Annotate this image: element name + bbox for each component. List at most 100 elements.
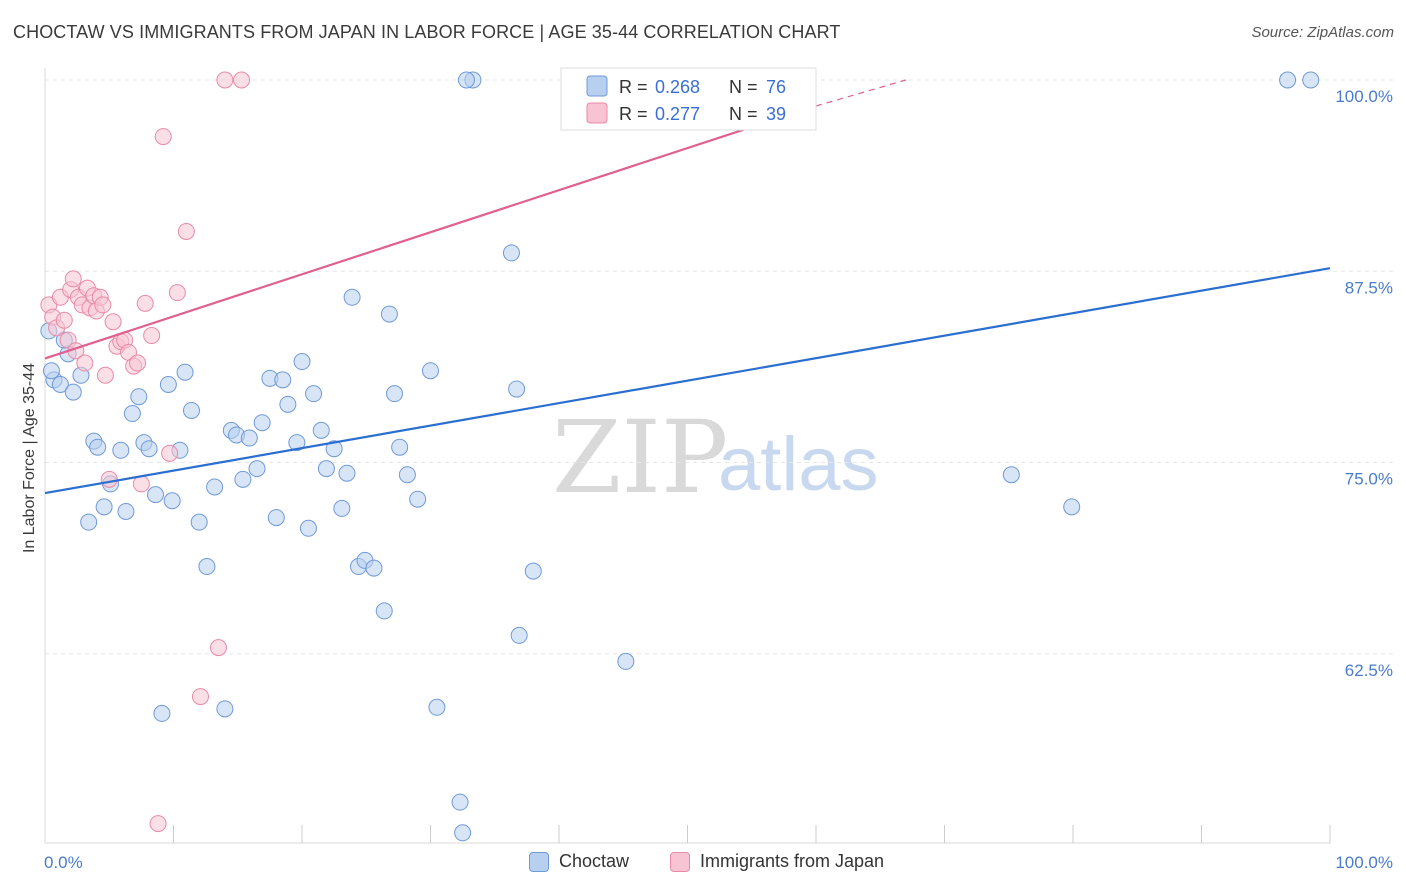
legend-swatch-japan bbox=[586, 102, 608, 124]
y-tick-label: 100.0% bbox=[1335, 87, 1393, 106]
point-choctaw bbox=[267, 509, 285, 527]
point-japan bbox=[154, 128, 172, 146]
point-choctaw bbox=[299, 519, 317, 537]
point-choctaw bbox=[159, 375, 177, 393]
point-choctaw bbox=[163, 492, 181, 510]
point-choctaw bbox=[312, 421, 330, 439]
point-choctaw bbox=[293, 353, 311, 371]
point-japan bbox=[209, 639, 227, 657]
point-choctaw bbox=[64, 383, 82, 401]
point-choctaw bbox=[95, 498, 113, 516]
point-japan bbox=[161, 444, 179, 462]
point-japan bbox=[191, 688, 209, 706]
legend-n-label-1: N = bbox=[729, 77, 758, 97]
point-japan bbox=[55, 311, 73, 329]
bottom-legend-swatch-choctaw bbox=[529, 851, 549, 872]
bottom-legend: Choctaw Immigrants from Japan bbox=[0, 851, 1406, 879]
point-choctaw bbox=[524, 562, 542, 580]
point-japan bbox=[143, 327, 161, 345]
point-choctaw bbox=[198, 558, 216, 576]
point-choctaw bbox=[386, 385, 404, 403]
x-ticks bbox=[173, 825, 1331, 843]
point-choctaw bbox=[1279, 71, 1297, 89]
point-choctaw bbox=[248, 460, 266, 478]
point-choctaw bbox=[51, 375, 69, 393]
point-choctaw bbox=[305, 385, 323, 403]
point-choctaw bbox=[422, 362, 439, 380]
y-tick-label: 62.5% bbox=[1345, 661, 1393, 680]
y-axis-label: In Labor Force | Age 35-44 bbox=[21, 363, 38, 553]
watermark-atlas: atlas bbox=[718, 422, 879, 507]
source-credit: Source: ZipAtlas.com bbox=[1251, 24, 1394, 41]
point-japan bbox=[129, 354, 147, 372]
point-choctaw bbox=[274, 371, 292, 389]
legend-r-value-2: 0.277 bbox=[655, 104, 700, 124]
point-japan bbox=[233, 71, 251, 89]
point-choctaw bbox=[508, 380, 526, 398]
data-points bbox=[40, 71, 1320, 842]
trend-line-japan bbox=[44, 104, 817, 360]
watermark: ZIP atlas bbox=[552, 399, 879, 516]
legend-r-label-1: R = bbox=[619, 77, 648, 97]
y-tick-label: 75.0% bbox=[1345, 470, 1393, 489]
legend-r-label-2: R = bbox=[619, 104, 648, 124]
point-choctaw bbox=[182, 401, 200, 419]
watermark-zip: ZIP bbox=[552, 399, 728, 516]
point-choctaw bbox=[502, 244, 520, 262]
point-choctaw bbox=[216, 700, 234, 718]
point-japan bbox=[216, 71, 234, 89]
point-japan bbox=[149, 815, 167, 833]
point-choctaw bbox=[153, 704, 171, 722]
point-japan bbox=[168, 284, 186, 302]
point-choctaw bbox=[617, 652, 635, 670]
bottom-legend-japan: Immigrants from Japan bbox=[670, 851, 884, 872]
point-choctaw bbox=[1302, 71, 1320, 89]
point-choctaw bbox=[428, 698, 446, 716]
point-japan bbox=[94, 296, 112, 314]
chart-title: CHOCTAW VS IMMIGRANTS FROM JAPAN IN LABO… bbox=[13, 22, 841, 42]
point-choctaw bbox=[375, 602, 393, 620]
point-choctaw bbox=[253, 414, 271, 432]
x-tick-labels: 0.0% 100.0% bbox=[44, 853, 1393, 872]
point-choctaw bbox=[317, 460, 335, 478]
point-japan bbox=[96, 366, 114, 384]
legend-r-value-1: 0.268 bbox=[655, 77, 700, 97]
point-choctaw bbox=[112, 441, 130, 459]
point-japan bbox=[64, 270, 82, 288]
point-choctaw bbox=[457, 71, 475, 89]
bottom-legend-label-choctaw: Choctaw bbox=[559, 851, 630, 871]
point-choctaw bbox=[451, 793, 469, 811]
point-choctaw bbox=[234, 470, 252, 488]
point-japan bbox=[177, 222, 195, 240]
point-choctaw bbox=[240, 429, 258, 447]
trend-lines bbox=[44, 79, 1331, 495]
point-choctaw bbox=[380, 305, 398, 323]
point-choctaw bbox=[338, 464, 356, 482]
x-tick-label-max: 100.0% bbox=[1335, 853, 1393, 872]
legend-n-value-1: 76 bbox=[766, 77, 786, 97]
point-choctaw bbox=[454, 824, 472, 842]
point-choctaw bbox=[365, 559, 383, 577]
point-choctaw bbox=[1002, 466, 1020, 484]
point-choctaw bbox=[391, 438, 409, 456]
point-choctaw bbox=[343, 288, 361, 306]
x-tick-label-min: 0.0% bbox=[44, 853, 83, 872]
point-choctaw bbox=[510, 626, 528, 644]
point-choctaw bbox=[123, 405, 141, 423]
bottom-legend-label-japan: Immigrants from Japan bbox=[700, 851, 885, 871]
point-choctaw bbox=[176, 363, 194, 381]
point-choctaw bbox=[190, 513, 208, 531]
legend-n-value-2: 39 bbox=[766, 104, 786, 124]
point-choctaw bbox=[398, 466, 416, 484]
point-choctaw bbox=[80, 513, 98, 531]
point-japan bbox=[104, 313, 122, 331]
point-choctaw bbox=[89, 438, 107, 456]
point-japan bbox=[76, 354, 94, 372]
bottom-legend-swatch-japan bbox=[670, 851, 690, 872]
point-choctaw bbox=[333, 499, 351, 517]
legend-swatch-choctaw bbox=[586, 75, 608, 97]
point-japan bbox=[136, 294, 154, 312]
point-choctaw bbox=[206, 478, 224, 496]
point-choctaw bbox=[130, 388, 148, 406]
